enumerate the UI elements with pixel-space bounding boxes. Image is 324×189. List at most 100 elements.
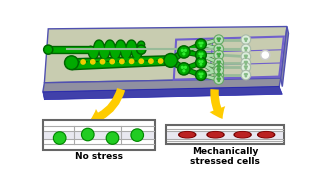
- Circle shape: [245, 55, 246, 56]
- FancyArrowPatch shape: [210, 89, 225, 119]
- Circle shape: [197, 71, 205, 79]
- FancyArrowPatch shape: [90, 88, 125, 124]
- Circle shape: [199, 73, 201, 75]
- Circle shape: [217, 69, 218, 70]
- Circle shape: [214, 44, 224, 53]
- Circle shape: [215, 45, 222, 52]
- Circle shape: [218, 80, 219, 81]
- Circle shape: [215, 64, 222, 71]
- Circle shape: [218, 56, 219, 57]
- Circle shape: [178, 63, 190, 75]
- Circle shape: [245, 40, 247, 41]
- Circle shape: [245, 47, 246, 49]
- Circle shape: [217, 73, 218, 75]
- Circle shape: [241, 63, 250, 72]
- Circle shape: [241, 58, 250, 67]
- Circle shape: [245, 61, 246, 63]
- Circle shape: [260, 50, 270, 60]
- Circle shape: [245, 68, 247, 69]
- Circle shape: [242, 59, 249, 66]
- Circle shape: [214, 75, 224, 84]
- Circle shape: [218, 40, 219, 41]
- Circle shape: [245, 57, 247, 58]
- FancyBboxPatch shape: [44, 131, 155, 139]
- Circle shape: [245, 74, 246, 75]
- Circle shape: [217, 78, 218, 79]
- Circle shape: [164, 53, 178, 67]
- Circle shape: [199, 53, 201, 55]
- Circle shape: [195, 39, 206, 50]
- Circle shape: [242, 72, 249, 78]
- Circle shape: [218, 68, 219, 69]
- Circle shape: [215, 36, 222, 43]
- Polygon shape: [43, 87, 282, 100]
- Circle shape: [82, 128, 94, 141]
- Circle shape: [120, 59, 124, 64]
- Circle shape: [83, 129, 93, 139]
- Circle shape: [139, 59, 144, 64]
- Circle shape: [241, 52, 250, 61]
- Circle shape: [179, 64, 189, 74]
- Circle shape: [184, 66, 186, 68]
- Ellipse shape: [207, 132, 224, 138]
- Circle shape: [217, 47, 218, 49]
- Circle shape: [66, 57, 77, 68]
- Circle shape: [183, 70, 185, 72]
- Circle shape: [214, 35, 224, 44]
- Circle shape: [218, 63, 219, 65]
- Circle shape: [200, 76, 202, 77]
- Circle shape: [199, 61, 201, 62]
- Circle shape: [197, 59, 205, 67]
- Circle shape: [219, 61, 220, 63]
- Circle shape: [217, 61, 218, 63]
- Ellipse shape: [180, 132, 194, 137]
- Circle shape: [200, 64, 202, 65]
- Circle shape: [219, 47, 220, 49]
- FancyBboxPatch shape: [43, 120, 155, 150]
- Circle shape: [181, 66, 183, 68]
- Circle shape: [245, 38, 246, 40]
- FancyBboxPatch shape: [167, 131, 283, 139]
- Circle shape: [64, 56, 78, 70]
- Circle shape: [137, 45, 146, 54]
- Circle shape: [201, 42, 203, 44]
- Polygon shape: [44, 26, 287, 83]
- Circle shape: [110, 60, 114, 64]
- Circle shape: [201, 73, 203, 75]
- Circle shape: [242, 45, 249, 52]
- Circle shape: [217, 53, 218, 55]
- Circle shape: [218, 49, 219, 51]
- Polygon shape: [43, 78, 281, 92]
- Circle shape: [53, 132, 66, 144]
- Circle shape: [195, 70, 206, 81]
- Circle shape: [178, 46, 190, 58]
- Circle shape: [183, 53, 185, 55]
- Circle shape: [91, 60, 95, 64]
- Circle shape: [201, 53, 203, 55]
- Ellipse shape: [259, 132, 273, 137]
- Polygon shape: [72, 55, 171, 70]
- Polygon shape: [73, 57, 169, 69]
- Circle shape: [245, 66, 246, 67]
- Circle shape: [242, 36, 249, 43]
- Circle shape: [44, 45, 53, 54]
- Polygon shape: [281, 26, 288, 87]
- Circle shape: [246, 55, 247, 56]
- Circle shape: [262, 52, 268, 58]
- FancyBboxPatch shape: [166, 125, 284, 144]
- Circle shape: [200, 56, 202, 57]
- Circle shape: [108, 133, 118, 143]
- Circle shape: [179, 47, 189, 57]
- Circle shape: [184, 50, 186, 51]
- Circle shape: [165, 55, 176, 66]
- Circle shape: [241, 44, 250, 53]
- Circle shape: [55, 133, 65, 143]
- Circle shape: [138, 46, 145, 53]
- Circle shape: [219, 73, 220, 75]
- Circle shape: [241, 35, 250, 44]
- Circle shape: [199, 42, 201, 44]
- Text: Mechanically
stressed cells: Mechanically stressed cells: [190, 147, 260, 166]
- Circle shape: [158, 59, 163, 63]
- Circle shape: [214, 66, 224, 75]
- Circle shape: [200, 45, 202, 46]
